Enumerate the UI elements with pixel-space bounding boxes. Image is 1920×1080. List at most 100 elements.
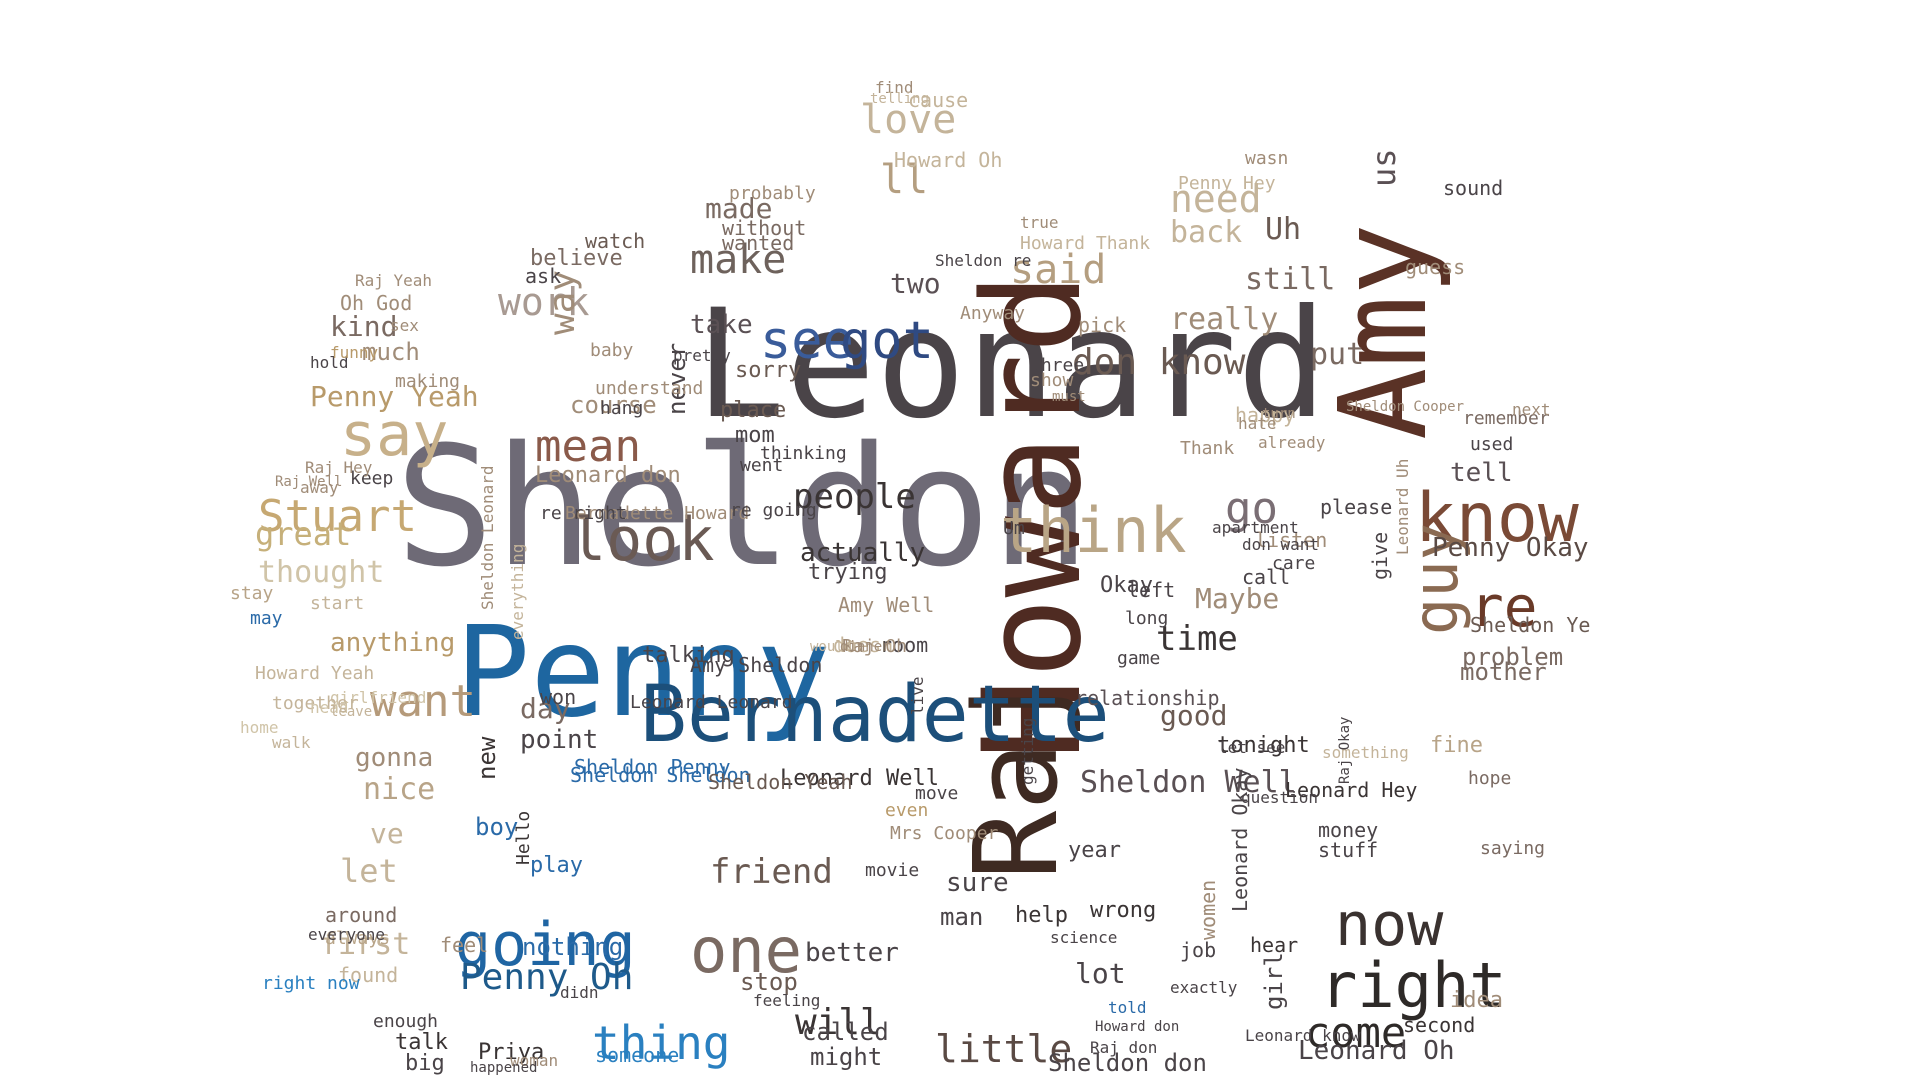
cloud-word: turn	[1262, 406, 1296, 422]
cloud-word: Bernadette Howard	[565, 503, 750, 524]
cloud-word: thing	[592, 1016, 731, 1070]
cloud-word: let see	[1218, 738, 1286, 757]
cloud-word: Okay	[1100, 573, 1153, 598]
cloud-word: Raj Oh	[842, 636, 908, 657]
cloud-word: care	[1272, 553, 1316, 574]
cloud-word: don know	[1072, 342, 1246, 383]
cloud-word: work	[498, 280, 590, 324]
cloud-word: stay	[230, 583, 274, 604]
cloud-word: Bernadette	[640, 670, 1110, 760]
cloud-word: girlfriend	[330, 688, 427, 707]
cloud-word: need	[1170, 177, 1262, 221]
cloud-word: Raj Hey	[305, 458, 373, 477]
cloud-word: go	[1225, 483, 1278, 534]
cloud-word: Sheldon don	[1048, 1049, 1207, 1077]
cloud-word: Leonard Leonard	[630, 692, 793, 713]
cloud-word: Sheldon Sheldon	[570, 763, 751, 787]
cloud-word: movie	[865, 860, 920, 881]
cloud-word: re going	[730, 500, 817, 521]
cloud-word: gonna	[355, 743, 434, 773]
cloud-word: nothing	[522, 933, 624, 961]
cloud-word: wasn	[1245, 148, 1289, 169]
cloud-word: Thank	[1180, 438, 1235, 459]
cloud-word: pick	[1078, 313, 1127, 337]
cloud-word: Raj Well	[275, 474, 343, 490]
cloud-word: hate	[1238, 414, 1277, 433]
cloud-word: little	[935, 1027, 1073, 1071]
cloud-word: wouldn	[810, 639, 861, 655]
cloud-word: saying	[1480, 838, 1546, 859]
cloud-word: back	[1170, 215, 1243, 250]
cloud-word: know	[1415, 479, 1579, 558]
cloud-word: keep	[350, 468, 394, 489]
cloud-word: Leonard Well	[780, 766, 939, 791]
cloud-word: Um	[1003, 518, 1025, 539]
cloud-word: happy	[1235, 403, 1296, 427]
cloud-word: baby	[590, 340, 634, 361]
cloud-word: home	[240, 718, 279, 737]
cloud-word: Uh	[1265, 212, 1302, 247]
cloud-word: Hello	[513, 810, 534, 865]
cloud-word: cause	[908, 88, 969, 112]
cloud-word: happened	[470, 1060, 538, 1076]
cloud-word: making	[395, 371, 461, 392]
cloud-word: nice	[363, 772, 436, 807]
cloud-word: told	[1108, 998, 1147, 1017]
cloud-word: must	[1052, 389, 1086, 405]
cloud-word: sex	[390, 316, 419, 335]
cloud-word: day	[520, 692, 571, 725]
cloud-word: still	[1245, 262, 1336, 297]
cloud-word: Penny Yeah	[310, 380, 479, 413]
cloud-word: sound	[1443, 176, 1504, 200]
cloud-word: Penny Okay	[1432, 533, 1589, 563]
cloud-word: Sheldon Yeah	[708, 770, 853, 794]
cloud-word: everything	[508, 543, 527, 640]
cloud-word: remember	[1463, 408, 1550, 429]
cloud-word: wrong	[1090, 898, 1157, 923]
cloud-word: walk	[272, 733, 311, 752]
cloud-word: leave	[330, 704, 373, 720]
cloud-word: guess	[1405, 255, 1466, 279]
cloud-word: see	[760, 311, 854, 371]
cloud-word: without	[722, 216, 807, 240]
cloud-word: enough	[373, 1011, 439, 1032]
cloud-word: won	[540, 685, 577, 709]
cloud-word: Raj don	[1090, 1038, 1158, 1057]
cloud-word: didn	[560, 983, 599, 1002]
cloud-word: Raj Yeah	[355, 271, 433, 290]
cloud-word: Leonard don	[535, 463, 681, 488]
cloud-word: actually	[800, 538, 926, 568]
cloud-word: re	[1470, 575, 1538, 640]
cloud-word: start	[310, 593, 365, 614]
cloud-word: ll	[880, 157, 929, 203]
cloud-word: tell	[1450, 458, 1513, 488]
cloud-word: great	[255, 515, 352, 553]
cloud-word: want	[370, 676, 476, 727]
cloud-word: much	[362, 338, 420, 366]
cloud-word: good	[1160, 699, 1228, 732]
cloud-word: something	[1322, 743, 1409, 762]
cloud-word: Leonard Uh	[1393, 458, 1412, 555]
cloud-word: called	[802, 1018, 889, 1046]
cloud-word: Priya	[478, 1040, 545, 1065]
cloud-word: look	[570, 505, 715, 575]
cloud-word: may	[250, 608, 283, 629]
cloud-word: women	[1196, 879, 1220, 940]
cloud-word: mean	[535, 421, 641, 472]
cloud-word: question	[1241, 788, 1319, 807]
cloud-word: hold	[310, 353, 349, 372]
cloud-word: find	[875, 78, 914, 97]
cloud-word: pretty	[673, 346, 731, 365]
cloud-word: don want	[1242, 535, 1320, 554]
cloud-word: course	[570, 391, 657, 419]
cloud-word: might	[810, 1043, 883, 1071]
cloud-word: let	[340, 852, 398, 890]
cloud-word: time	[1156, 619, 1238, 659]
cloud-word: room	[880, 633, 929, 657]
cloud-word: right	[1320, 949, 1507, 1022]
cloud-word: second	[1403, 1013, 1476, 1037]
cloud-word: friend	[710, 852, 833, 892]
cloud-word: lot	[1075, 957, 1126, 990]
cloud-word: boy	[475, 813, 519, 841]
cloud-word: Sheldon Ye	[1470, 613, 1591, 637]
